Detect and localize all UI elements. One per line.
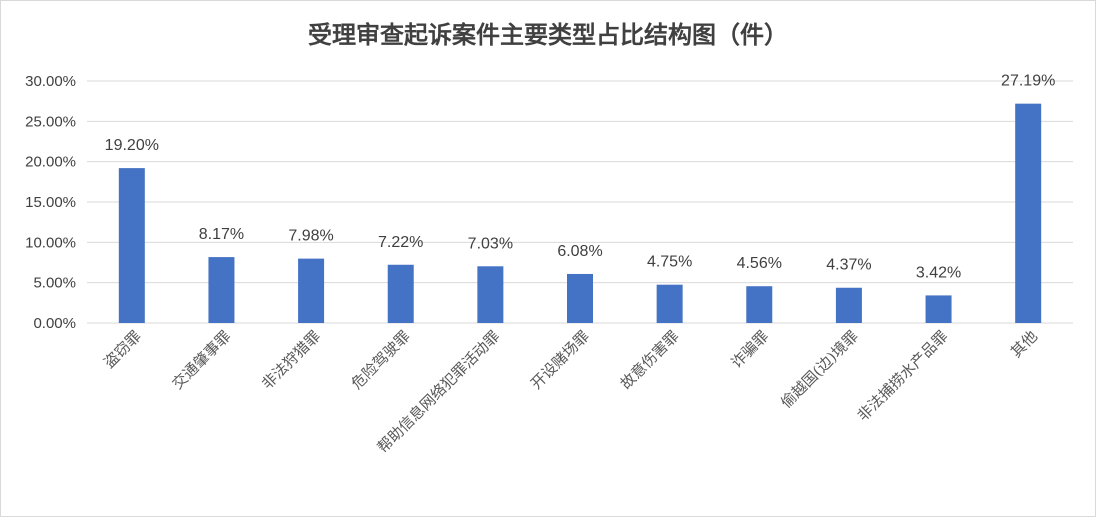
bar (835, 287, 862, 323)
data-label: 7.22% (378, 234, 423, 251)
bars (118, 103, 1042, 324)
y-tick-label: 0.00% (33, 315, 76, 332)
bar (477, 266, 504, 323)
bar (1015, 103, 1042, 324)
data-label: 19.20% (105, 137, 159, 154)
bar (387, 264, 414, 323)
data-label: 4.75% (647, 254, 692, 271)
x-category-label: 偷越国(边)境罪 (777, 327, 862, 412)
y-tick-label: 20.00% (25, 154, 76, 171)
x-category-label: 其他 (1007, 327, 1041, 361)
x-axis-labels: 盗窃罪 交通肇事罪 非法狩猎罪 危险驾驶罪帮助信息网络犯罪活动罪 开设赌场罪 故意伤害罪诈… (100, 327, 1041, 456)
chart-title: 受理审查起诉案件主要类型占比结构图（件） (308, 20, 788, 49)
bar (925, 295, 952, 323)
x-category-label: 盗窃罪 (100, 327, 145, 372)
bar (208, 257, 235, 323)
x-category-label: 诈骗罪 (728, 327, 773, 372)
data-label: 27.19% (1001, 73, 1055, 90)
x-category-label: 危险驾驶罪 (348, 327, 414, 393)
bar (118, 168, 145, 323)
bar (746, 286, 773, 323)
data-label: 8.17% (199, 226, 244, 243)
bar (656, 284, 683, 323)
data-label: 3.42% (916, 264, 961, 281)
data-label: 7.03% (468, 235, 513, 252)
y-tick-label: 15.00% (25, 194, 76, 211)
data-label: 6.08% (557, 243, 602, 260)
y-tick-label: 30.00% (25, 73, 76, 90)
y-tick-label: 10.00% (25, 234, 76, 251)
y-axis-ticks: 0.00% 5.00% 10.00% 15.00% 20.00% 25.00% 30.00% (25, 73, 76, 332)
x-category-label: 故意伤害罪 (617, 327, 683, 393)
data-labels: 19.20% 8.17% 7.98% 7.22% 7.03% 6.08% 4.75% 4.56… (105, 73, 1056, 282)
bar (298, 258, 325, 323)
data-label: 7.98% (288, 228, 333, 245)
data-label: 4.56% (737, 255, 782, 272)
x-category-label: 非法捕捞水产品罪 (854, 327, 952, 425)
x-category-label: 开设赌场罪 (527, 327, 593, 393)
data-label: 4.37% (826, 257, 871, 274)
y-tick-label: 5.00% (33, 275, 76, 292)
x-category-label: 交通肇事罪 (169, 327, 235, 393)
bar (567, 273, 593, 323)
y-tick-label: 25.00% (25, 113, 76, 130)
x-category-label: 非法狩猎罪 (258, 327, 324, 393)
